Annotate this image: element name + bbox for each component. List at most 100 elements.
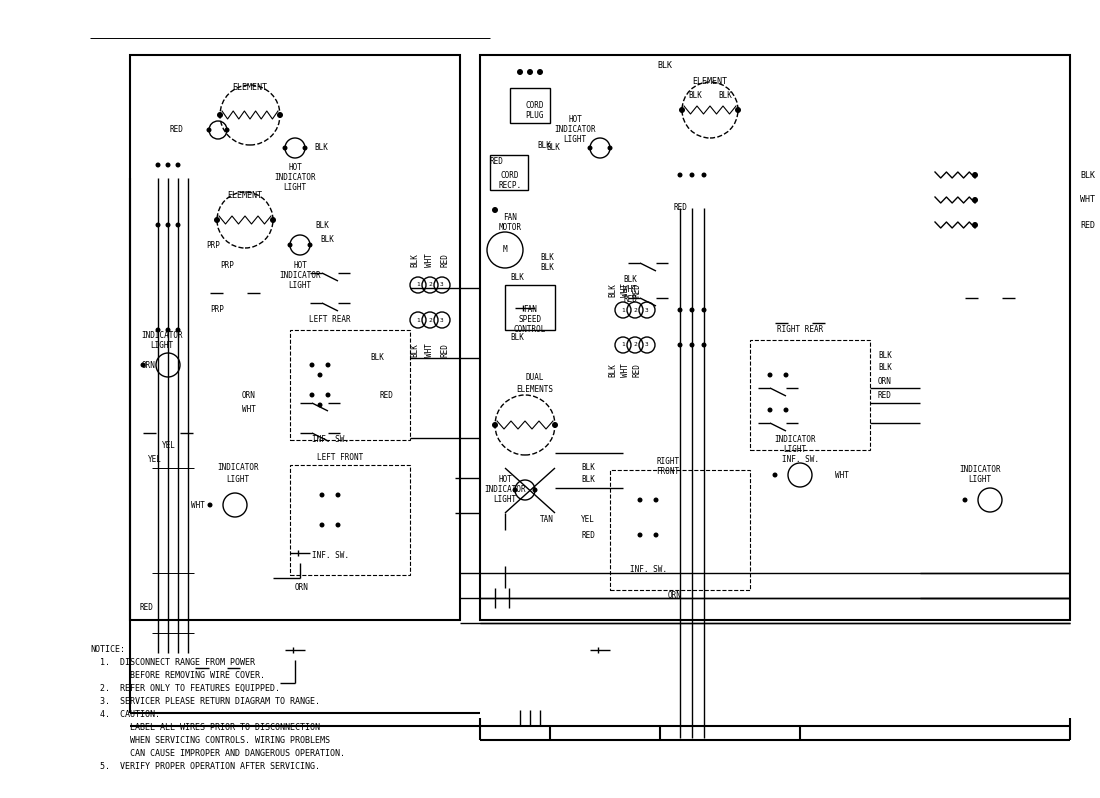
Circle shape <box>679 107 685 113</box>
Text: WHT: WHT <box>620 283 629 297</box>
Text: 5.  VERIFY PROPER OPERATION AFTER SERVICING.: 5. VERIFY PROPER OPERATION AFTER SERVICI… <box>90 762 320 771</box>
Circle shape <box>607 145 613 151</box>
Text: HOT: HOT <box>288 164 301 172</box>
Circle shape <box>165 223 170 227</box>
Text: ELEMENT: ELEMENT <box>232 84 267 93</box>
Circle shape <box>678 307 682 313</box>
Text: BLK: BLK <box>1080 171 1094 180</box>
Text: BEFORE REMOVING WIRE COVER.: BEFORE REMOVING WIRE COVER. <box>90 671 265 680</box>
Circle shape <box>283 145 287 151</box>
Circle shape <box>638 532 642 538</box>
Text: SPEED: SPEED <box>518 315 541 325</box>
Text: LEFT REAR: LEFT REAR <box>309 315 351 325</box>
Text: MOTOR: MOTOR <box>498 223 521 232</box>
Text: WHT: WHT <box>835 471 849 480</box>
Text: RIGHT: RIGHT <box>657 457 680 467</box>
Circle shape <box>318 402 322 408</box>
Circle shape <box>319 523 324 527</box>
Bar <box>290 465 410 575</box>
Circle shape <box>690 172 694 177</box>
Bar <box>505 285 556 330</box>
Circle shape <box>308 243 312 247</box>
Circle shape <box>492 422 498 428</box>
Circle shape <box>537 69 543 75</box>
Circle shape <box>326 393 330 397</box>
Text: PRP: PRP <box>210 306 224 314</box>
Circle shape <box>309 393 315 397</box>
Text: ELEMENT: ELEMENT <box>693 77 727 86</box>
Text: RED: RED <box>1080 220 1094 230</box>
Text: FAN: FAN <box>524 306 537 314</box>
Text: DUAL: DUAL <box>526 373 544 382</box>
Text: INDICATOR: INDICATOR <box>274 173 316 183</box>
Text: CONTROL: CONTROL <box>514 326 547 334</box>
Text: BLK: BLK <box>658 61 672 69</box>
Text: YEL: YEL <box>162 440 176 449</box>
Circle shape <box>155 223 161 227</box>
Text: BLK: BLK <box>581 464 595 472</box>
Text: BLK: BLK <box>608 363 617 377</box>
Circle shape <box>176 163 180 168</box>
Circle shape <box>224 128 230 132</box>
Text: BLK: BLK <box>510 334 524 342</box>
Text: RED: RED <box>440 343 450 357</box>
Bar <box>490 155 528 190</box>
Text: ELEMENTS: ELEMENTS <box>517 385 553 394</box>
Circle shape <box>638 497 642 503</box>
Text: BLK: BLK <box>410 343 419 357</box>
Circle shape <box>141 362 145 368</box>
Circle shape <box>517 69 522 75</box>
Text: BLK: BLK <box>608 283 617 297</box>
Text: WHT: WHT <box>242 405 256 414</box>
Circle shape <box>972 172 978 178</box>
Circle shape <box>513 488 517 492</box>
Text: PRP: PRP <box>220 260 234 270</box>
Circle shape <box>768 373 772 377</box>
Text: 1: 1 <box>621 307 625 313</box>
Circle shape <box>214 217 220 223</box>
Text: LIGHT: LIGHT <box>288 281 311 290</box>
Circle shape <box>287 243 293 247</box>
Text: YEL: YEL <box>148 456 162 464</box>
Text: 3.  SERVICER PLEASE RETURN DIAGRAM TO RANGE.: 3. SERVICER PLEASE RETURN DIAGRAM TO RAN… <box>90 697 320 706</box>
Circle shape <box>527 69 534 75</box>
Text: 2: 2 <box>428 318 432 322</box>
Text: LIGHT: LIGHT <box>783 445 806 455</box>
Text: WHEN SERVICING CONTROLS. WIRING PROBLEMS: WHEN SERVICING CONTROLS. WIRING PROBLEMS <box>90 736 330 745</box>
Text: ORN: ORN <box>878 377 892 386</box>
Text: RED: RED <box>673 203 686 212</box>
Text: ORN: ORN <box>141 361 155 369</box>
Circle shape <box>165 327 170 333</box>
Circle shape <box>702 307 706 313</box>
Text: CORD: CORD <box>500 171 519 180</box>
Circle shape <box>217 112 223 118</box>
Circle shape <box>690 342 694 347</box>
Circle shape <box>165 163 170 168</box>
Circle shape <box>302 145 308 151</box>
Text: RIGHT REAR: RIGHT REAR <box>777 326 823 334</box>
Text: WHT: WHT <box>620 363 629 377</box>
Text: 3: 3 <box>645 307 649 313</box>
Text: RECP.: RECP. <box>498 180 521 189</box>
Text: LIGHT: LIGHT <box>563 136 586 144</box>
Text: TAN: TAN <box>540 516 554 524</box>
Circle shape <box>277 112 283 118</box>
Text: 2: 2 <box>634 342 637 347</box>
Circle shape <box>653 497 659 503</box>
Text: BLK: BLK <box>878 364 892 373</box>
Text: WHT: WHT <box>1080 196 1094 204</box>
Text: 3: 3 <box>440 282 444 287</box>
Circle shape <box>326 362 330 368</box>
Circle shape <box>176 327 180 333</box>
Text: INDICATOR: INDICATOR <box>554 125 596 135</box>
Text: M: M <box>503 246 507 255</box>
Bar <box>290 330 410 440</box>
Text: NOTICE:: NOTICE: <box>90 645 125 654</box>
Text: CORD: CORD <box>526 101 544 109</box>
Text: RED: RED <box>878 390 892 400</box>
Text: INF. SW.: INF. SW. <box>629 566 667 575</box>
Text: WHT: WHT <box>426 253 434 267</box>
Circle shape <box>309 362 315 368</box>
Circle shape <box>678 172 682 177</box>
Circle shape <box>735 107 741 113</box>
